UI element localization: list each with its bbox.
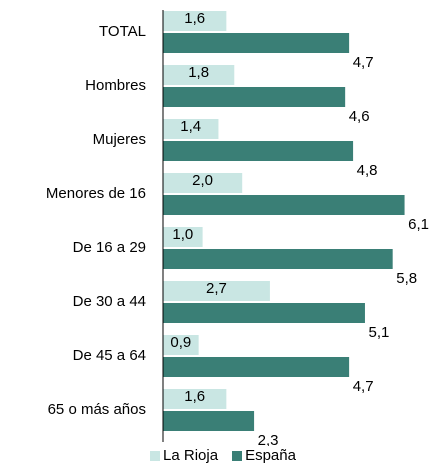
value-label-la-rioja-hombres: 1,8 bbox=[188, 64, 209, 81]
labels-layer: TOTAL 1,6 4,7 Hombres 1,8 4,6 Mujeres 1,4 4,8 Men… bbox=[46, 10, 429, 446]
value-label-espana-de-30-a-44: 5,1 bbox=[369, 324, 390, 341]
bar-la-rioja-de-30-a-44 bbox=[163, 281, 270, 301]
category-label-total: TOTAL bbox=[99, 23, 146, 40]
value-label-espana-de-45-a-64: 4,7 bbox=[353, 378, 374, 395]
bar-espana-65-o-mas-anos bbox=[163, 411, 255, 431]
bars-layer bbox=[163, 11, 405, 431]
value-label-espana-65-o-mas-anos: 2,3 bbox=[258, 432, 279, 446]
bar-la-rioja-mujeres bbox=[163, 119, 219, 139]
legend-item-espana: España bbox=[232, 447, 296, 464]
value-label-espana-menores-de-16: 6,1 bbox=[408, 216, 429, 233]
legend-swatch-espana bbox=[232, 450, 243, 461]
bar-la-rioja-total bbox=[163, 11, 227, 31]
category-label-mujeres: Mujeres bbox=[93, 131, 146, 148]
value-label-espana-total: 4,7 bbox=[353, 54, 374, 71]
value-label-la-rioja-mujeres: 1,4 bbox=[180, 118, 201, 135]
bar-espana-total bbox=[163, 33, 350, 53]
value-label-la-rioja-de-16-a-29: 1,0 bbox=[172, 226, 193, 243]
value-label-la-rioja-menores-de-16: 2,0 bbox=[192, 172, 213, 189]
value-label-la-rioja-65-o-mas-anos: 1,6 bbox=[184, 388, 205, 405]
value-label-la-rioja-total: 1,6 bbox=[184, 10, 205, 27]
legend-swatch-la-rioja bbox=[150, 450, 161, 461]
category-label-de-45-a-64: De 45 a 64 bbox=[73, 347, 146, 364]
value-label-la-rioja-de-30-a-44: 2,7 bbox=[206, 280, 227, 297]
bar-la-rioja-hombres bbox=[163, 65, 235, 85]
value-label-espana-de-16-a-29: 5,8 bbox=[396, 270, 417, 287]
bar-espana-hombres bbox=[163, 87, 346, 107]
bar-espana-de-45-a-64 bbox=[163, 357, 350, 377]
category-label-hombres: Hombres bbox=[85, 77, 146, 94]
value-label-espana-mujeres: 4,8 bbox=[357, 162, 378, 179]
bar-la-rioja-menores-de-16 bbox=[163, 173, 243, 193]
bar-espana-de-30-a-44 bbox=[163, 303, 365, 323]
value-label-espana-hombres: 4,6 bbox=[349, 108, 370, 125]
legend-label-espana: España bbox=[245, 447, 296, 464]
bar-la-rioja-de-16-a-29 bbox=[163, 227, 203, 247]
bar-la-rioja-de-45-a-64 bbox=[163, 335, 199, 355]
category-label-65-o-mas-anos: 65 o más años bbox=[48, 401, 146, 418]
bar-espana-de-16-a-29 bbox=[163, 249, 393, 269]
category-label-menores-de-16: Menores de 16 bbox=[46, 185, 146, 202]
category-label-de-16-a-29: De 16 a 29 bbox=[73, 239, 146, 256]
bar-espana-menores-de-16 bbox=[163, 195, 405, 215]
bar-espana-mujeres bbox=[163, 141, 354, 161]
legend-label-la-rioja: La Rioja bbox=[163, 447, 219, 464]
category-label-de-30-a-44: De 30 a 44 bbox=[73, 293, 146, 310]
legend-item-la-rioja: La Rioja bbox=[150, 447, 218, 464]
bar-la-rioja-65-o-mas-anos bbox=[163, 389, 227, 409]
value-label-la-rioja-de-45-a-64: 0,9 bbox=[170, 334, 191, 351]
legend: La Rioja España bbox=[0, 446, 446, 465]
bar-chart: TOTAL 1,6 4,7 Hombres 1,8 4,6 Mujeres 1,4 4,8 Men… bbox=[46, 10, 429, 446]
